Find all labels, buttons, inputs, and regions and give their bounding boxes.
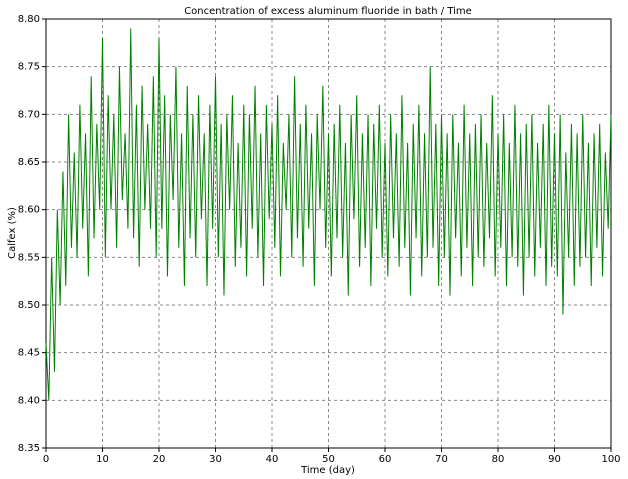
x-tick-label: 90 (548, 454, 561, 465)
x-tick-label: 20 (153, 454, 166, 465)
plot-frame (45, 18, 612, 449)
y-tick-label: 8.60 (18, 205, 40, 216)
y-tick-label: 8.70 (18, 109, 40, 120)
y-axis-label: Calfex (%) (7, 207, 18, 259)
y-tick-label: 8.40 (18, 395, 40, 406)
y-tick-label: 8.50 (18, 300, 40, 311)
x-tick-label: 80 (492, 454, 505, 465)
y-tick-label: 8.35 (18, 443, 40, 454)
x-tick-label: 0 (43, 454, 49, 465)
x-tick-label: 10 (96, 454, 109, 465)
x-tick-label: 50 (322, 454, 335, 465)
data-line (45, 28, 612, 401)
x-axis-label: Time (day) (300, 465, 355, 476)
y-tick-label: 8.55 (18, 252, 40, 263)
x-tick-label: 30 (209, 454, 222, 465)
y-tick-label: 8.75 (18, 62, 40, 73)
x-tick-label: 60 (379, 454, 392, 465)
y-tick-label: 8.80 (18, 14, 40, 25)
y-tick-label: 8.65 (18, 157, 40, 168)
x-tick-label: 40 (266, 454, 279, 465)
chart-title: Concentration of excess aluminum fluorid… (184, 6, 472, 17)
y-tick-label: 8.45 (18, 348, 40, 359)
x-tick-label: 100 (601, 454, 620, 465)
x-tick-label: 70 (435, 454, 448, 465)
